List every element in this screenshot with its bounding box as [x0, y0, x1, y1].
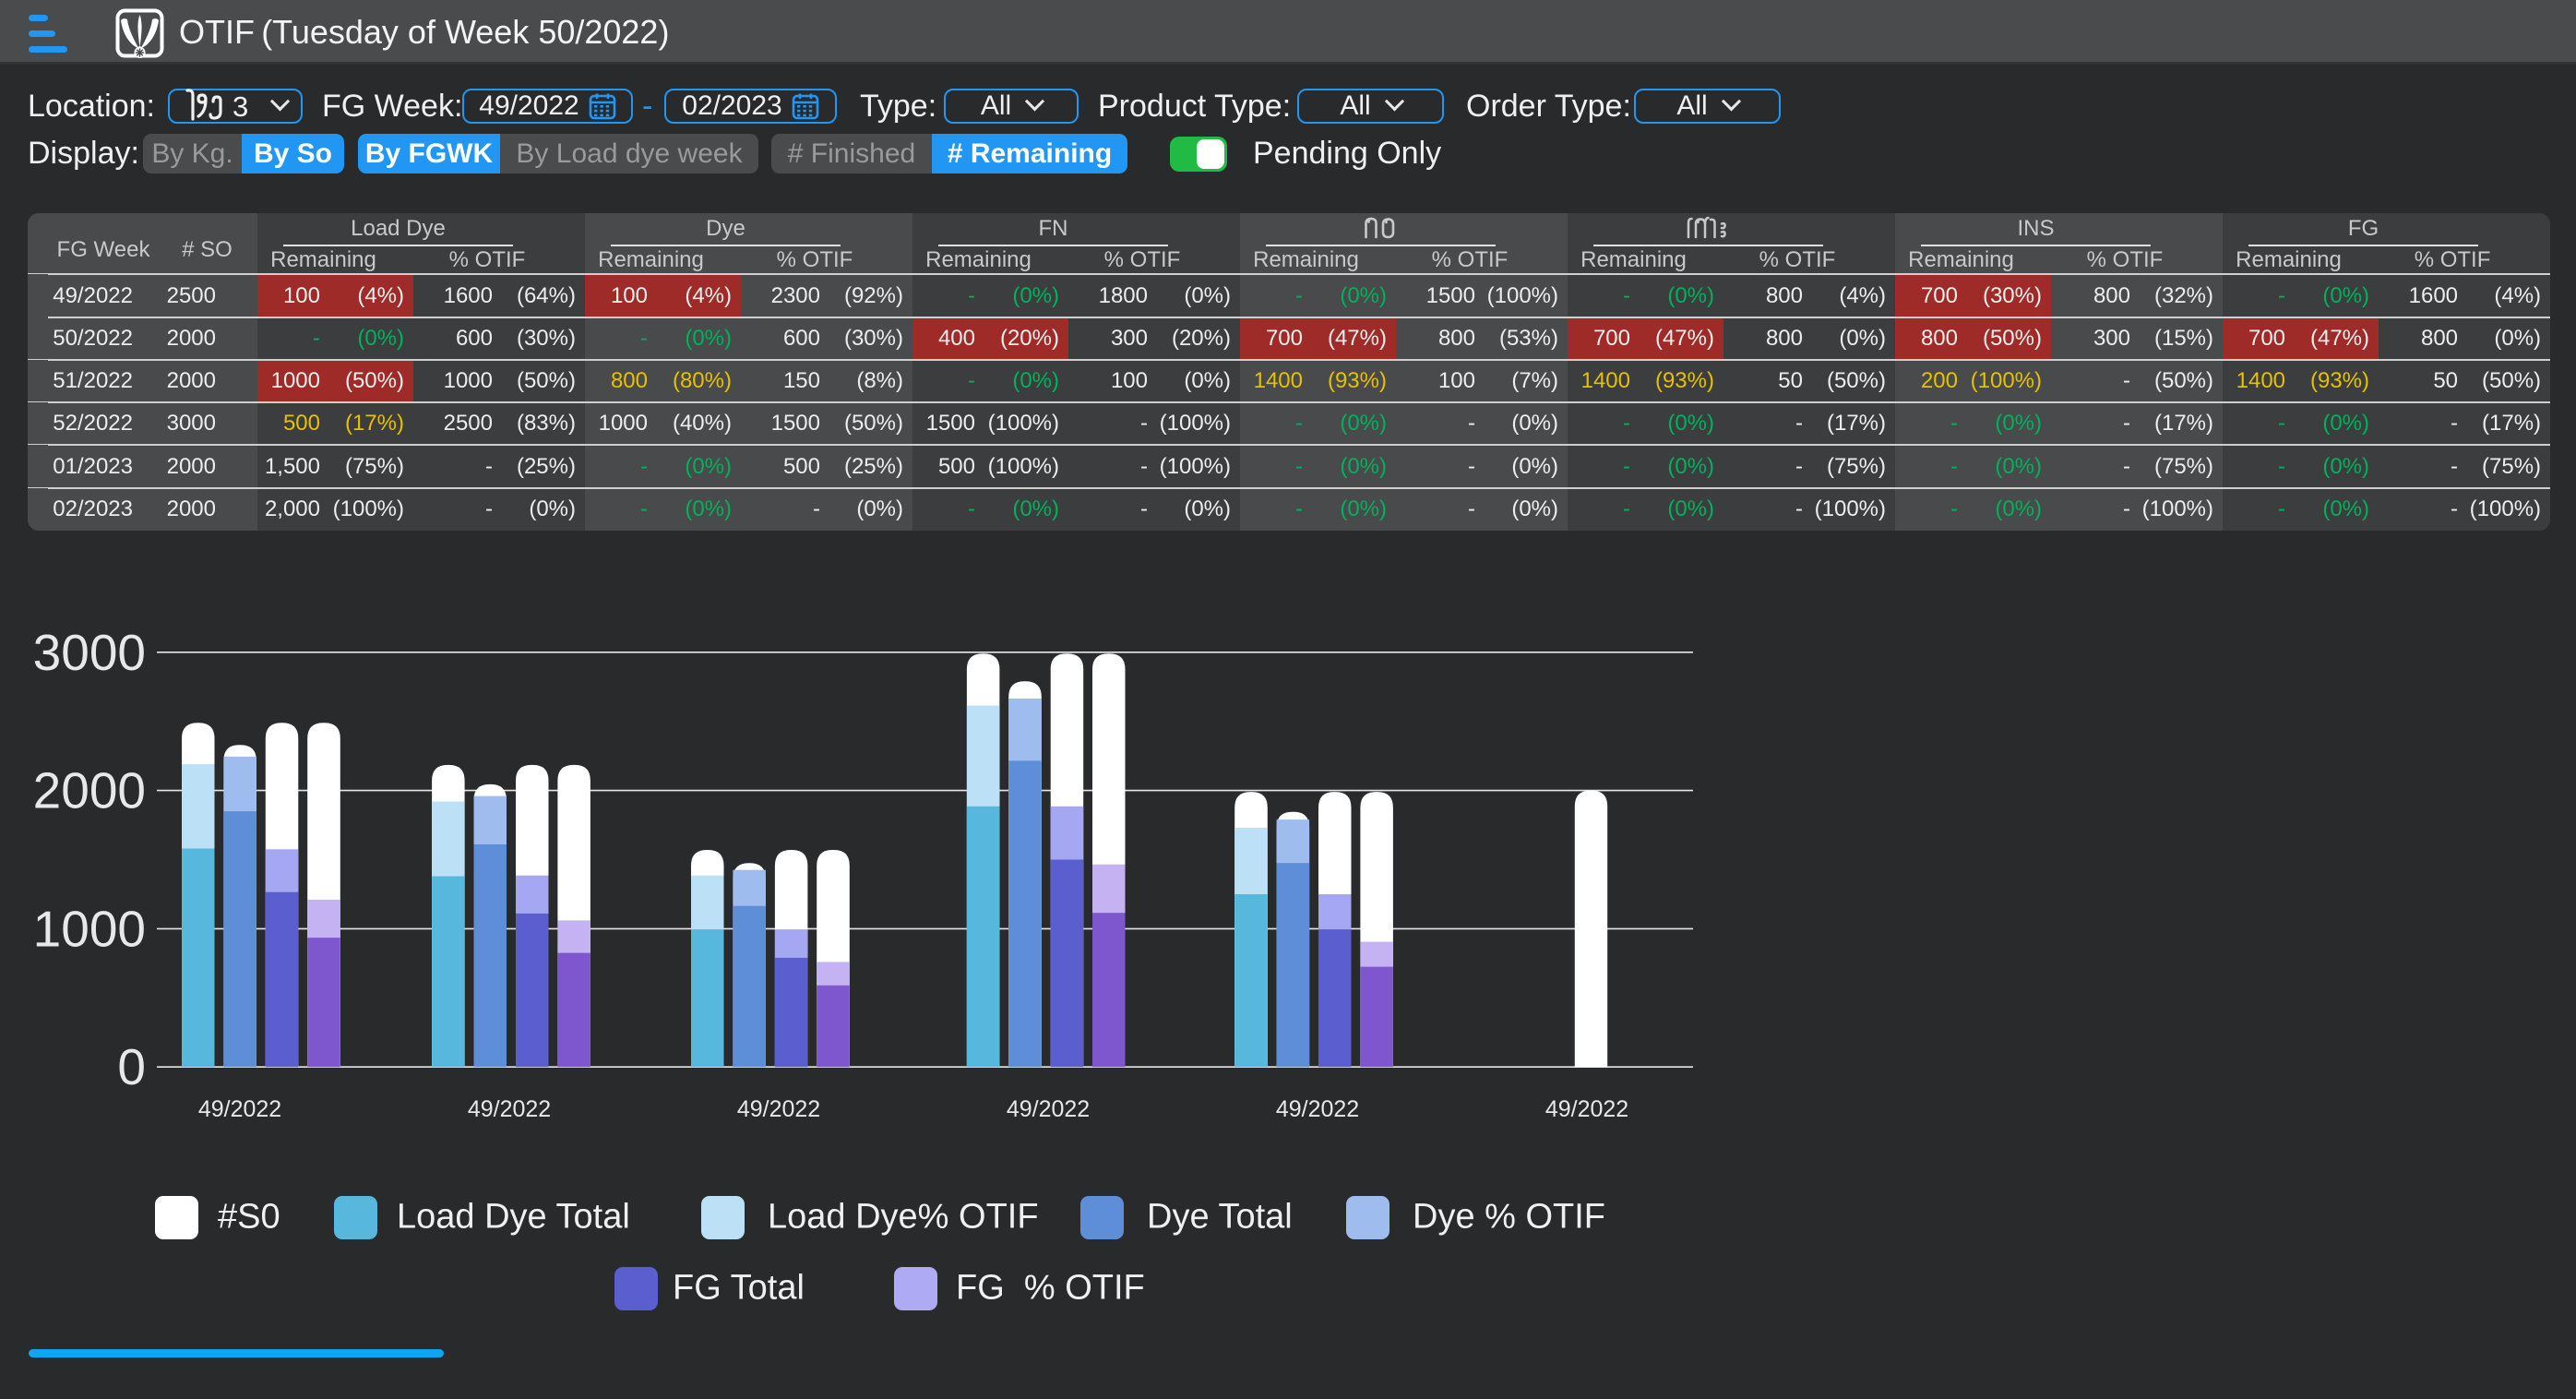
svg-text:49/2022: 49/2022: [1007, 1096, 1090, 1122]
svg-text:49/2022: 49/2022: [737, 1096, 820, 1122]
svg-text:49/2022: 49/2022: [1545, 1096, 1628, 1122]
svg-text:2000: 2000: [33, 762, 146, 819]
svg-text:49/2022: 49/2022: [1276, 1096, 1359, 1122]
svg-text:3: 3: [233, 90, 248, 123]
svg-text:49/2022: 49/2022: [468, 1096, 551, 1122]
svg-text:49/2022: 49/2022: [198, 1096, 281, 1122]
svg-text:0: 0: [117, 1038, 146, 1095]
svg-text:3000: 3000: [33, 624, 146, 681]
svg-text:1000: 1000: [33, 900, 146, 957]
